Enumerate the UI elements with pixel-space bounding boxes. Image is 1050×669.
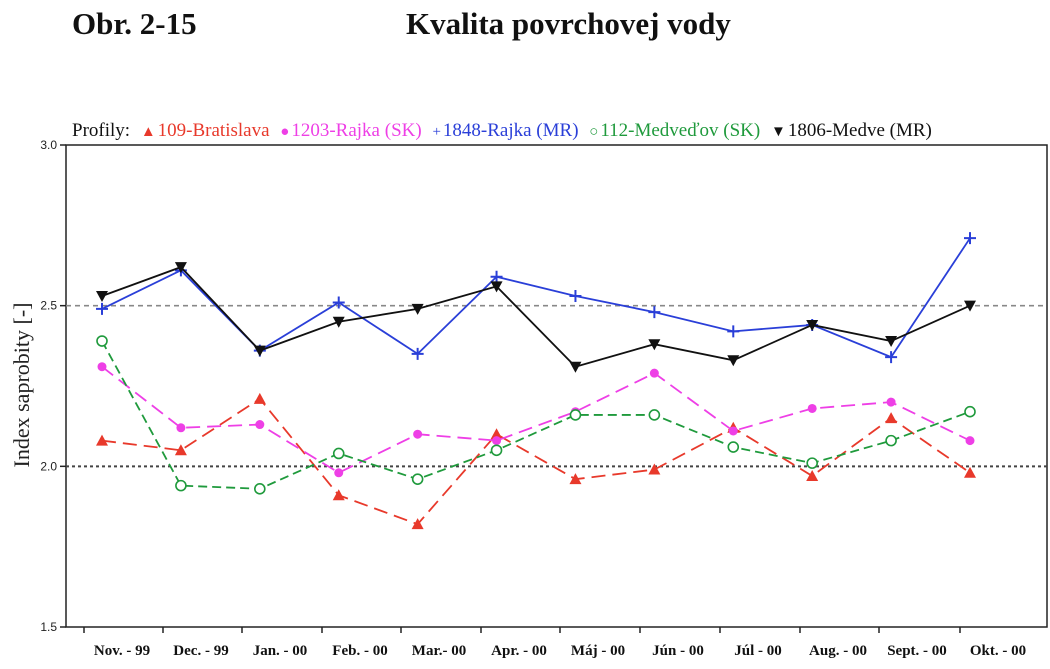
data-point <box>728 426 738 436</box>
x-tick-label: Sept. - 00 <box>887 643 947 659</box>
data-point <box>648 306 661 319</box>
legend-symbol-rajka-mr: + <box>432 124 441 140</box>
data-point <box>97 362 107 372</box>
data-point <box>174 444 187 456</box>
data-point <box>727 441 740 453</box>
data-point <box>964 300 976 312</box>
x-tick-label: Nov. - 99 <box>94 643 150 659</box>
x-tick-label: Okt. - 00 <box>970 643 1026 659</box>
data-point <box>649 368 659 378</box>
series-line <box>101 266 971 368</box>
data-point <box>174 262 187 274</box>
data-point <box>806 457 818 469</box>
data-point <box>648 339 661 351</box>
x-tick-label: Feb. - 00 <box>332 643 387 659</box>
data-point <box>885 336 898 348</box>
legend-symbol-medve-mr: ▼ <box>770 124 786 140</box>
data-point <box>569 290 582 303</box>
data-point <box>411 347 424 360</box>
data-point <box>886 397 896 407</box>
data-point <box>490 444 503 457</box>
legend-symbol-rajka-sk: ● <box>280 124 290 140</box>
data-point <box>569 409 582 421</box>
data-point <box>806 469 819 481</box>
data-point <box>332 447 345 460</box>
data-point <box>332 296 345 309</box>
x-tick-label: Apr. - 00 <box>491 643 547 659</box>
figure-number: Obr. 2-15 <box>72 6 197 41</box>
data-point <box>964 405 976 418</box>
legend-label-rajka-sk: 1203-Rajka (SK) <box>291 120 422 141</box>
data-point <box>411 518 424 530</box>
data-point <box>411 473 424 485</box>
y-tick-label: 2.0 <box>40 459 57 473</box>
legend-label-bratislava: 109-Bratislava <box>157 120 270 141</box>
data-point <box>255 420 265 430</box>
data-point <box>490 428 503 440</box>
data-point <box>885 434 897 447</box>
data-point <box>96 302 108 315</box>
data-point <box>648 409 661 421</box>
chart-title: Kvalita povrchovej vody <box>406 6 731 41</box>
data-point <box>807 403 817 413</box>
data-point <box>334 468 344 478</box>
data-point <box>569 361 582 373</box>
data-point <box>253 392 266 404</box>
y-tick-label: 2.5 <box>40 299 57 313</box>
data-point <box>492 436 502 446</box>
series-line <box>101 237 971 359</box>
legend-symbol-bratislava: ▲ <box>140 124 156 140</box>
legend-label-medvedov-sk: 112-Medveďov (SK) <box>600 120 761 141</box>
legend-label-rajka-mr: 1848-Rajka (MR) <box>442 120 579 141</box>
y-tick-label: 1.5 <box>40 620 57 634</box>
legend: Profily: ▲ 109-Bratislava ● 1203-Rajka (SK… <box>72 120 934 142</box>
data-point <box>569 473 582 485</box>
legend-prefix: Profily: <box>72 120 131 141</box>
x-tick-label: Júl - 00 <box>734 643 782 659</box>
data-point <box>490 270 503 283</box>
data-point <box>885 412 898 424</box>
data-point <box>176 423 186 433</box>
y-tick-label: 3.0 <box>40 138 57 152</box>
series-line <box>101 340 971 490</box>
legend-label-medve-mr: 1806-Medve (MR) <box>787 120 932 141</box>
legend-symbol-medvedov-sk: ○ <box>589 124 599 140</box>
data-point <box>727 325 740 338</box>
data-point <box>490 281 503 293</box>
data-point <box>254 483 266 495</box>
series-line <box>101 366 971 474</box>
series-line <box>101 397 971 526</box>
x-tick-label: Máj - 00 <box>571 643 625 659</box>
data-point <box>411 303 424 315</box>
data-point <box>964 466 976 478</box>
data-point <box>648 463 661 475</box>
data-point <box>96 335 108 347</box>
plot-frame <box>65 144 1048 628</box>
x-tick-label: Jan. - 00 <box>253 643 308 659</box>
data-point <box>885 351 898 364</box>
x-tick-label: Dec. - 99 <box>173 643 228 659</box>
x-tick-label: Jún - 00 <box>652 643 704 659</box>
data-point <box>964 232 976 245</box>
data-point <box>96 434 108 446</box>
data-point <box>413 429 423 439</box>
data-point <box>727 355 740 367</box>
data-point <box>96 291 108 303</box>
data-point <box>332 489 345 501</box>
x-tick-label: Mar.- 00 <box>412 643 466 659</box>
data-point <box>253 345 266 357</box>
x-tick-label: Aug. - 00 <box>809 643 867 659</box>
data-point <box>965 436 975 446</box>
data-point <box>806 319 819 331</box>
data-point <box>175 479 187 492</box>
data-point <box>332 316 345 328</box>
